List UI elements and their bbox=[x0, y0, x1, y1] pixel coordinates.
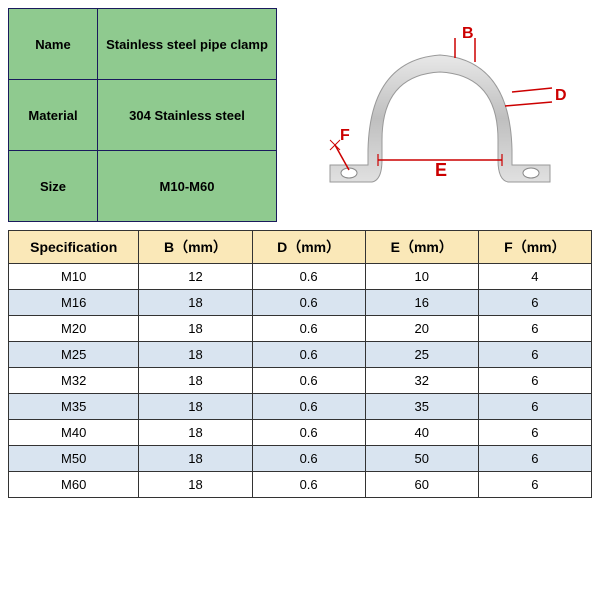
spec-cell: 60 bbox=[365, 472, 478, 498]
spec-cell: 18 bbox=[139, 420, 252, 446]
spec-table: Specification B（mm） D（mm） E（mm） F（mm） M1… bbox=[8, 230, 592, 498]
spec-cell: 0.6 bbox=[252, 290, 365, 316]
spec-cell: 4 bbox=[478, 264, 591, 290]
spec-cell: 0.6 bbox=[252, 368, 365, 394]
table-row: M16180.6166 bbox=[9, 290, 592, 316]
spec-cell: M40 bbox=[9, 420, 139, 446]
spec-cell: 20 bbox=[365, 316, 478, 342]
clamp-hole-icon bbox=[523, 168, 539, 178]
spec-cell: 0.6 bbox=[252, 394, 365, 420]
spec-cell: 18 bbox=[139, 342, 252, 368]
table-row: M25180.6256 bbox=[9, 342, 592, 368]
spec-cell: 6 bbox=[478, 472, 591, 498]
spec-cell: 0.6 bbox=[252, 264, 365, 290]
table-row: M50180.6506 bbox=[9, 446, 592, 472]
spec-cell: 35 bbox=[365, 394, 478, 420]
spec-cell: 0.6 bbox=[252, 420, 365, 446]
spec-cell: 0.6 bbox=[252, 446, 365, 472]
spec-tbody: M10120.6104M16180.6166M20180.6206M25180.… bbox=[9, 264, 592, 498]
spec-cell: 6 bbox=[478, 290, 591, 316]
table-row: M35180.6356 bbox=[9, 394, 592, 420]
dim-e-label: E bbox=[435, 160, 447, 180]
spec-cell: 6 bbox=[478, 368, 591, 394]
spec-cell: M16 bbox=[9, 290, 139, 316]
spec-cell: M50 bbox=[9, 446, 139, 472]
spec-cell: 0.6 bbox=[252, 472, 365, 498]
dim-d-label: D bbox=[555, 87, 567, 104]
info-table: Name Stainless steel pipe clamp Material… bbox=[8, 8, 277, 222]
info-value: 304 Stainless steel bbox=[98, 80, 277, 151]
spec-cell: M10 bbox=[9, 264, 139, 290]
info-label: Material bbox=[9, 80, 98, 151]
info-label: Size bbox=[9, 151, 98, 222]
table-row: M60180.6606 bbox=[9, 472, 592, 498]
info-row: Name Stainless steel pipe clamp bbox=[9, 9, 277, 80]
spec-cell: 10 bbox=[365, 264, 478, 290]
spec-cell: 6 bbox=[478, 342, 591, 368]
dim-f-label: F bbox=[340, 127, 350, 144]
info-row: Size M10-M60 bbox=[9, 151, 277, 222]
info-value: M10-M60 bbox=[98, 151, 277, 222]
info-row: Material 304 Stainless steel bbox=[9, 80, 277, 151]
info-label: Name bbox=[9, 9, 98, 80]
table-row: M10120.6104 bbox=[9, 264, 592, 290]
spec-cell: 12 bbox=[139, 264, 252, 290]
table-row: M20180.6206 bbox=[9, 316, 592, 342]
spec-cell: M60 bbox=[9, 472, 139, 498]
table-row: M40180.6406 bbox=[9, 420, 592, 446]
spec-cell: M20 bbox=[9, 316, 139, 342]
table-row: M32180.6326 bbox=[9, 368, 592, 394]
spec-cell: 25 bbox=[365, 342, 478, 368]
spec-cell: 18 bbox=[139, 368, 252, 394]
spec-cell: M32 bbox=[9, 368, 139, 394]
spec-cell: 0.6 bbox=[252, 316, 365, 342]
spec-cell: 6 bbox=[478, 446, 591, 472]
spec-col-header: B（mm） bbox=[139, 231, 252, 264]
spec-cell: 32 bbox=[365, 368, 478, 394]
spec-col-header: E（mm） bbox=[365, 231, 478, 264]
spec-cell: 6 bbox=[478, 394, 591, 420]
spec-cell: 6 bbox=[478, 316, 591, 342]
spec-cell: 50 bbox=[365, 446, 478, 472]
spec-cell: M35 bbox=[9, 394, 139, 420]
spec-col-header: Specification bbox=[9, 231, 139, 264]
spec-header-row: Specification B（mm） D（mm） E（mm） F（mm） bbox=[9, 231, 592, 264]
dim-b-label: B bbox=[462, 25, 474, 42]
spec-cell: 18 bbox=[139, 394, 252, 420]
spec-col-header: F（mm） bbox=[478, 231, 591, 264]
spec-cell: 16 bbox=[365, 290, 478, 316]
spec-cell: 18 bbox=[139, 472, 252, 498]
info-value: Stainless steel pipe clamp bbox=[98, 9, 277, 80]
spec-cell: 18 bbox=[139, 290, 252, 316]
spec-cell: 6 bbox=[478, 420, 591, 446]
spec-cell: 40 bbox=[365, 420, 478, 446]
spec-cell: 18 bbox=[139, 316, 252, 342]
clamp-diagram: B D E F bbox=[300, 20, 580, 210]
spec-col-header: D（mm） bbox=[252, 231, 365, 264]
spec-cell: 18 bbox=[139, 446, 252, 472]
spec-cell: 0.6 bbox=[252, 342, 365, 368]
spec-cell: M25 bbox=[9, 342, 139, 368]
